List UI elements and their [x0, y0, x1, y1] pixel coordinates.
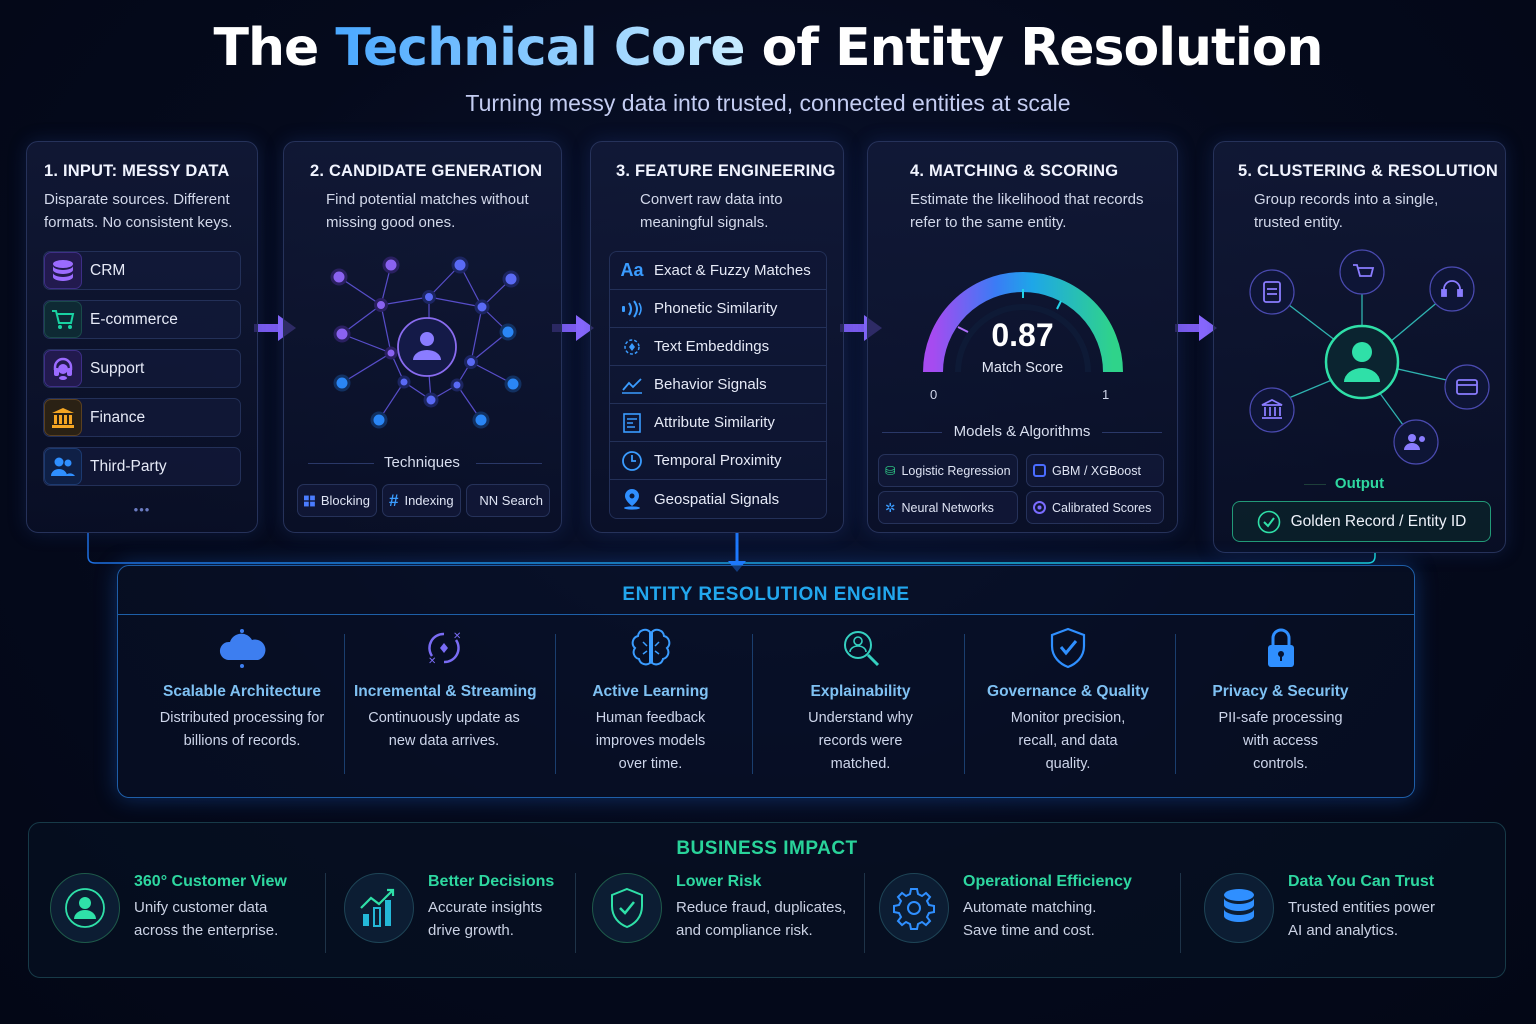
more-sources-indicator[interactable]: ••• [133, 502, 151, 517]
feature-item[interactable]: Aa Exact & Fuzzy Matches [610, 252, 826, 290]
hash-icon: # [389, 490, 399, 510]
step-title: 5. CLUSTERING & RESOLUTION [1238, 162, 1499, 180]
business-impact-panel: BUSINESS IMPACT 360° Customer View Unify … [28, 822, 1506, 978]
customer-360-icon [50, 873, 120, 943]
title-highlight: Technical Core [335, 18, 745, 78]
step-description: Estimate the likelihood that records ref… [910, 191, 1144, 231]
section-label: Models & Algorithms [953, 423, 1091, 440]
entity-cluster-graph [1249, 249, 1490, 465]
match-score-gauge [923, 272, 1123, 373]
neural-network-icon: ✲ [885, 501, 896, 515]
engine-item-privacy: Privacy & Security PII-safe processing w… [1203, 626, 1358, 776]
database-icon [44, 252, 82, 289]
technique-blocking[interactable]: Blocking [297, 484, 377, 517]
step-title: 3. FEATURE ENGINEERING [616, 162, 836, 180]
source-item-support[interactable]: Support [43, 349, 241, 388]
engine-title: ENTITY RESOLUTION ENGINE [622, 584, 910, 605]
grid-icon [304, 495, 315, 506]
engine-item-incremental: ✕ ✕ Incremental & Streaming Continuously … [354, 626, 537, 753]
section-label: Techniques [384, 454, 460, 471]
impact-item-operational-efficiency: Operational Efficiency Automate matching.… [879, 873, 1132, 953]
impact-title: BUSINESS IMPACT [676, 838, 858, 859]
feature-item[interactable]: Temporal Proximity [610, 442, 826, 480]
brain-icon [631, 628, 670, 666]
source-item-crm[interactable]: CRM [43, 251, 241, 290]
step-matching-card: 4. MATCHING & SCORING Estimate the likel… [867, 141, 1178, 533]
technique-nn-search[interactable]: NN Search [466, 484, 550, 517]
model-gbm-xgboost[interactable]: GBM / XGBoost [1026, 454, 1164, 487]
svg-text:✕: ✕ [428, 656, 436, 667]
cloud-icon [219, 629, 266, 668]
form-icon [610, 412, 654, 433]
impact-item-lower-risk: Lower Risk Reduce fraud, duplicates, and c… [592, 873, 846, 953]
impact-item-better-decisions: Better Decisions Accurate insights drive g… [344, 873, 554, 953]
model-logistic-regression[interactable]: ⛁ Logistic Regression [878, 454, 1018, 487]
svg-text:✕: ✕ [453, 631, 461, 642]
shield-check-icon [1050, 627, 1086, 669]
shield-check-icon [592, 873, 662, 943]
growth-chart-icon [344, 873, 414, 943]
sync-icon: ✕✕ [428, 631, 461, 667]
source-item-ecommerce[interactable]: E-commerce [43, 300, 241, 339]
gear-icon [879, 873, 949, 943]
gauge-max: 1 [1102, 387, 1110, 402]
boost-icon [1033, 464, 1046, 477]
feature-item[interactable]: Geospatial Signals [610, 480, 826, 518]
text-aa-icon: Aa [620, 260, 644, 280]
step-candidate-card: 2. CANDIDATE GENERATION Find potential m… [283, 141, 562, 533]
step-description: Group records into a single, trusted ent… [1254, 191, 1439, 231]
step-description: Disparate sources. Different formats. No… [44, 191, 233, 231]
map-pin-icon [610, 488, 654, 510]
engine-item-scalable: Scalable Architecture Distributed proces… [142, 626, 342, 753]
database-icon [1204, 873, 1274, 943]
match-score-value: 0.87 [991, 317, 1054, 353]
technique-indexing[interactable]: # Indexing [382, 484, 461, 517]
arrow-right-icon [1175, 315, 1217, 341]
shopping-cart-icon [44, 301, 82, 338]
engine-item-explainability: Explainability Understand why records we… [788, 626, 933, 776]
model-neural-networks[interactable]: ✲ Neural Networks [878, 491, 1018, 524]
feature-item[interactable]: Behavior Signals [610, 366, 826, 404]
feature-item[interactable]: Text Embeddings [610, 328, 826, 366]
feature-list: Aa Exact & Fuzzy Matches Phonetic Similar… [609, 251, 827, 519]
check-circle-icon [1257, 510, 1280, 533]
headset-icon [44, 350, 82, 387]
step-title: 1. INPUT: MESSY DATA [44, 162, 230, 180]
output-label: Output [1334, 475, 1385, 492]
users-icon [44, 448, 82, 485]
trend-line-icon [610, 376, 654, 394]
engine-item-governance: Governance & Quality Monitor precision, … [984, 626, 1152, 776]
impact-item-data-trust: Data You Can Trust Trusted entities power… [1204, 873, 1435, 953]
source-item-finance[interactable]: Finance [43, 398, 241, 437]
impact-item-customer-view: 360° Customer View Unify customer data acr… [50, 873, 287, 953]
step-title: 4. MATCHING & SCORING [910, 162, 1119, 180]
match-score-label: Match Score [981, 360, 1064, 376]
candidate-network-graph [330, 256, 522, 429]
model-calibrated-scores[interactable]: Calibrated Scores [1026, 491, 1164, 524]
magnify-person-icon [843, 631, 879, 667]
lock-icon [1267, 628, 1294, 667]
step-description: Convert raw data into meaningful signals… [640, 191, 783, 231]
entity-resolution-engine: ENTITY RESOLUTION ENGINE Scalable Archit… [117, 565, 1415, 798]
step-clustering-card: 5. CLUSTERING & RESOLUTION Group records… [1213, 141, 1506, 553]
engine-item-active-learning: Active Learning Human feedback improves … [578, 626, 723, 776]
feature-item[interactable]: Attribute Similarity [610, 404, 826, 442]
golden-record-output[interactable]: Golden Record / Entity ID [1232, 501, 1491, 542]
page-subtitle: Turning messy data into trusted, connect… [465, 90, 1071, 116]
bank-icon [44, 399, 82, 436]
step-title: 2. CANDIDATE GENERATION [310, 162, 543, 180]
feature-item[interactable]: Phonetic Similarity [610, 290, 826, 328]
page-title: The Technical Core of Entity Resolution [213, 18, 1324, 78]
step-description: Find potential matches without missing g… [326, 191, 529, 231]
source-item-third-party[interactable]: Third-Party [43, 447, 241, 486]
clock-icon [610, 450, 654, 472]
target-icon [1033, 501, 1046, 514]
step-feature-card: 3. FEATURE ENGINEERING Convert raw data … [590, 141, 844, 533]
sound-wave-icon [610, 299, 654, 318]
step-input-card: 1. INPUT: MESSY DATA Disparate sources. … [26, 141, 258, 533]
arrow-right-icon [552, 315, 594, 341]
regression-icon: ⛁ [885, 464, 896, 478]
embedding-icon [610, 337, 654, 357]
gauge-min: 0 [930, 387, 938, 402]
